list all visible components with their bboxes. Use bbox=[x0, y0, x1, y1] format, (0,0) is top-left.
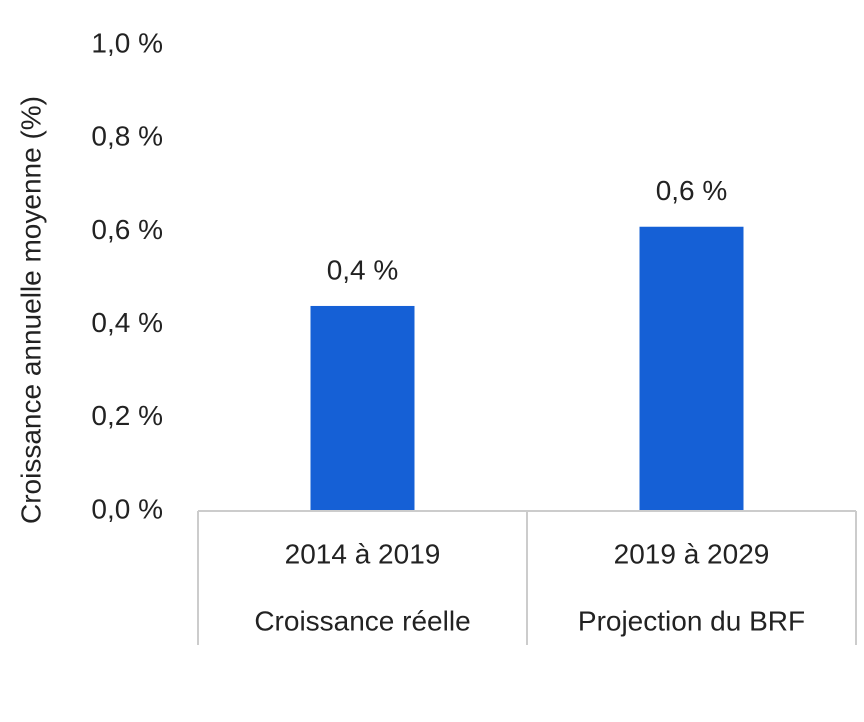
category-axis: 2014 à 2019 2019 à 2029 Croissance réelle P… bbox=[197, 510, 857, 645]
y-tick-label: 1,0 % bbox=[91, 27, 163, 58]
category-label: 2014 à 2019 bbox=[285, 538, 441, 569]
y-tick-label: 0,4 % bbox=[91, 307, 163, 338]
data-labels: 0,4 % 0,6 % bbox=[327, 175, 728, 285]
y-tick-labels: 0,0 % 0,2 % 0,4 % 0,6 % 0,8 % 1,0 % bbox=[91, 27, 163, 524]
bar bbox=[639, 226, 744, 512]
y-tick-label: 0,6 % bbox=[91, 214, 163, 245]
y-axis-label: Croissance annuelle moyenne (%) bbox=[15, 96, 46, 524]
category-label: 2019 à 2029 bbox=[614, 538, 770, 569]
data-label: 0,6 % bbox=[656, 175, 728, 206]
bar bbox=[310, 305, 415, 511]
category-group-label: Projection du BRF bbox=[578, 605, 805, 636]
y-tick-label: 0,0 % bbox=[91, 493, 163, 524]
bars bbox=[310, 226, 744, 512]
y-tick-label: 0,8 % bbox=[91, 121, 163, 152]
y-tick-label: 0,2 % bbox=[91, 400, 163, 431]
category-group-label: Croissance réelle bbox=[254, 605, 470, 636]
data-label: 0,4 % bbox=[327, 254, 399, 285]
